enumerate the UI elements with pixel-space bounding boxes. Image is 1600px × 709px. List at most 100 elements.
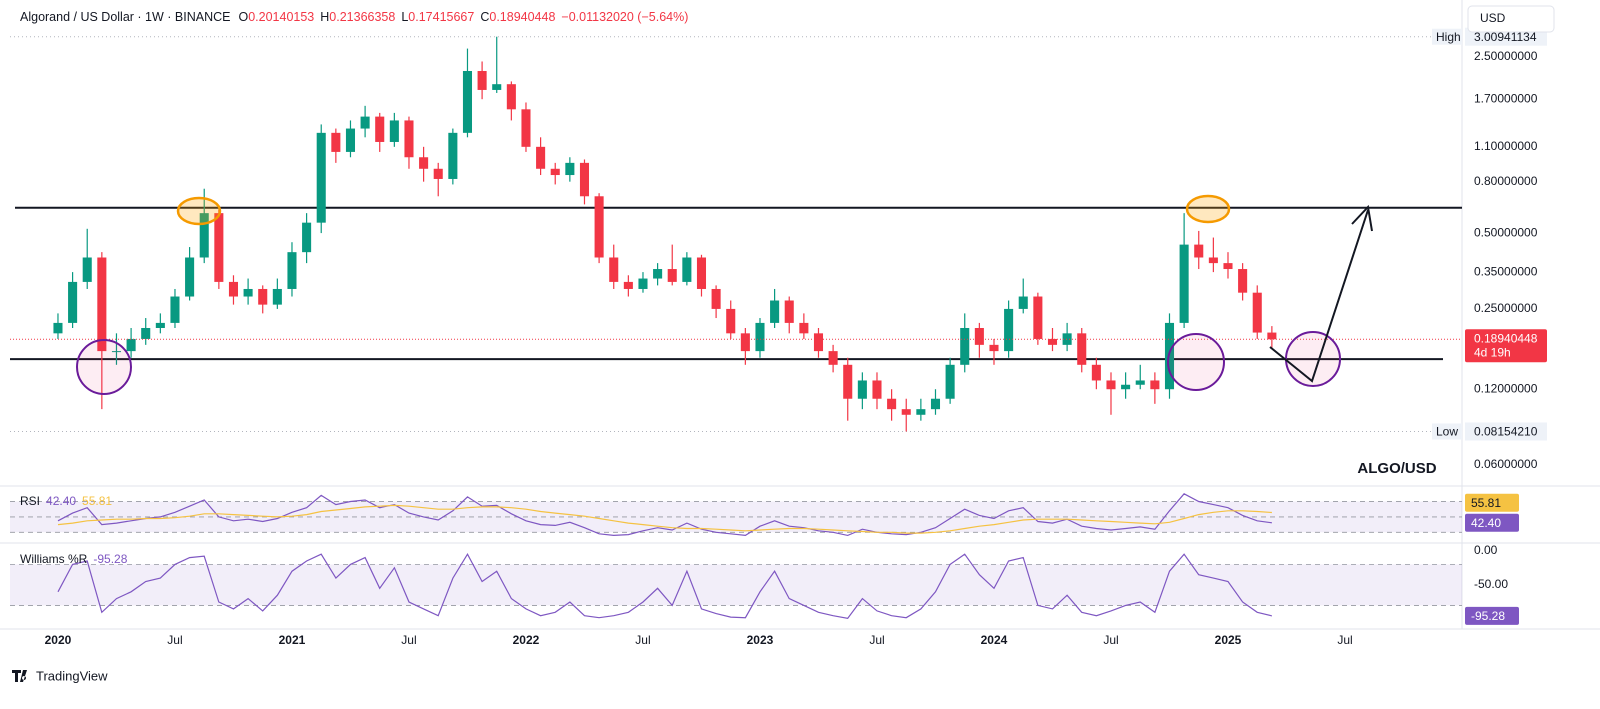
symbol-header: Algorand / US Dollar · 1W · BINANCE O0.20… xyxy=(20,10,688,24)
ohlc-value: 0.17415667 xyxy=(408,10,474,24)
candle-body xyxy=(1077,333,1087,365)
low-value-bg xyxy=(1465,422,1547,441)
currency-label[interactable]: USD xyxy=(1480,11,1506,25)
candle-body xyxy=(945,364,955,399)
candle-body xyxy=(1238,269,1248,293)
candle-body xyxy=(126,338,136,352)
x-tick-label: Jul xyxy=(869,633,884,647)
x-tick-label: 2024 xyxy=(981,633,1008,647)
pane-legend-item: -95.28 xyxy=(93,552,127,566)
ohlc-value: 0.20140153 xyxy=(248,10,314,24)
candle-body xyxy=(609,257,619,282)
y-tick-label: -50.00 xyxy=(1474,577,1508,591)
currency-button[interactable] xyxy=(1467,5,1555,33)
candle-body xyxy=(696,257,707,289)
x-tick-label: Jul xyxy=(635,633,650,647)
candle-body xyxy=(1135,380,1145,385)
candle-body xyxy=(667,269,677,282)
candle-body xyxy=(228,281,239,297)
candle-body xyxy=(287,252,297,289)
candle-body xyxy=(492,84,502,90)
candle-body xyxy=(579,162,590,197)
candle-body xyxy=(857,380,867,399)
highlight-circle xyxy=(76,339,132,395)
candle-body xyxy=(1252,292,1262,333)
high-tag-bg xyxy=(1432,28,1462,45)
candle-body xyxy=(97,257,107,352)
candle-body xyxy=(550,168,560,176)
last-value-badge: 55.81 xyxy=(1471,496,1501,510)
pane-legend-item: 55.81 xyxy=(82,494,112,508)
candle-body xyxy=(53,322,63,334)
last-value-badge-bg xyxy=(1465,493,1519,512)
high-tag: High xyxy=(1436,30,1461,44)
candle-body xyxy=(872,380,882,399)
indicator-line xyxy=(57,552,1273,620)
candle-body xyxy=(1208,257,1218,264)
low-tag: Low xyxy=(1436,425,1458,439)
candle-body xyxy=(726,308,736,334)
candle-body xyxy=(755,322,765,352)
candle-body xyxy=(258,288,268,305)
ohlc-label: C xyxy=(480,10,489,24)
low-tag-bg xyxy=(1432,423,1462,440)
symbol-label: ALGO/USD xyxy=(1357,460,1436,477)
y-tick-label: 2.50000000 xyxy=(1474,49,1538,63)
candle-body xyxy=(1267,332,1277,340)
indicator-line xyxy=(57,504,1272,534)
candle-body xyxy=(813,333,824,352)
candle-body xyxy=(974,327,984,345)
last-value-badge-bg xyxy=(1465,513,1519,532)
candle-body xyxy=(623,281,633,289)
ohlc-label: H xyxy=(320,10,329,24)
candle-body xyxy=(916,409,926,415)
last-price-badge xyxy=(1465,329,1547,363)
candle-body xyxy=(1106,380,1116,390)
symbol: Algorand / US Dollar · 1W · BINANCE xyxy=(20,10,230,24)
x-tick-label: Jul xyxy=(1337,633,1352,647)
candle-body xyxy=(740,333,750,352)
candle-body xyxy=(1223,263,1233,270)
logo xyxy=(12,670,27,682)
candle-body xyxy=(345,128,356,152)
candle-body xyxy=(799,322,809,334)
candle-body xyxy=(477,70,487,90)
drawings xyxy=(76,194,1373,395)
arrow-head xyxy=(1351,204,1373,232)
x-tick-label: 2023 xyxy=(747,633,774,647)
countdown: 4d 19h xyxy=(1474,345,1511,359)
candle-body xyxy=(111,351,122,353)
candle-body xyxy=(506,84,516,110)
pane-legend: Williams %R -95.28 xyxy=(20,552,128,566)
candle-body xyxy=(448,132,458,179)
candle-body xyxy=(170,296,180,323)
ohlc-label: O xyxy=(238,10,248,24)
low-value: 0.08154210 xyxy=(1474,425,1538,439)
pane-legend-item: 42.40 xyxy=(46,494,76,508)
x-tick-label: 2021 xyxy=(279,633,306,647)
x-tick-label: Jul xyxy=(401,633,416,647)
candle-body xyxy=(1062,333,1072,345)
candle-body xyxy=(828,351,838,365)
pane-legend: RSI 42.40 55.81 xyxy=(20,494,112,508)
candle-body xyxy=(1121,384,1131,390)
candle-body xyxy=(199,213,209,258)
candle-body xyxy=(638,278,648,289)
plot-layer: 2020 Jul 2021 Jul 2022 Jul 2023 Jul 2024 Jul 2025 J… xyxy=(10,27,1547,647)
candle-body xyxy=(375,116,385,142)
candle-body xyxy=(1194,244,1204,258)
y-tick-label: 0.80000000 xyxy=(1474,174,1538,188)
candle-body xyxy=(243,288,253,297)
candle-body xyxy=(155,322,165,328)
y-tick-label: 1.70000000 xyxy=(1474,91,1538,105)
candle-body xyxy=(1018,296,1028,309)
ohlc-value: 0.21366358 xyxy=(329,10,395,24)
candle-body xyxy=(68,281,78,323)
candle-body xyxy=(843,364,853,399)
y-tick-label: 1.10000000 xyxy=(1474,139,1538,153)
candle-body xyxy=(565,162,575,176)
candle-body xyxy=(887,398,897,410)
candle-body xyxy=(682,257,692,282)
